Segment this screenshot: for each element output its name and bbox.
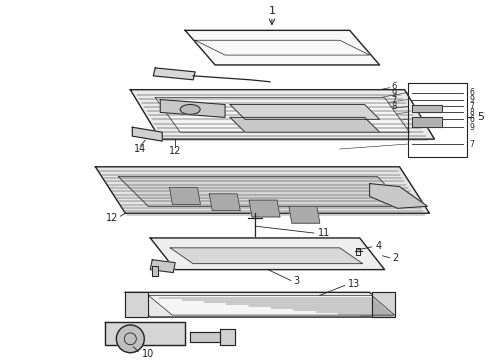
Polygon shape xyxy=(369,184,427,208)
Text: 6: 6 xyxy=(392,82,397,91)
Polygon shape xyxy=(230,104,380,119)
Text: 4: 4 xyxy=(376,241,382,251)
Circle shape xyxy=(116,325,144,353)
Text: 6: 6 xyxy=(469,115,474,124)
Polygon shape xyxy=(190,332,220,342)
Text: 5: 5 xyxy=(477,112,484,122)
Polygon shape xyxy=(152,266,158,275)
Polygon shape xyxy=(96,167,429,213)
Polygon shape xyxy=(289,206,320,223)
Polygon shape xyxy=(371,292,394,317)
Polygon shape xyxy=(153,68,195,80)
Polygon shape xyxy=(220,329,235,345)
Polygon shape xyxy=(230,117,380,132)
Text: 1: 1 xyxy=(269,6,275,15)
Polygon shape xyxy=(170,248,363,264)
Polygon shape xyxy=(132,127,162,141)
Text: 9: 9 xyxy=(469,123,474,132)
Text: 9: 9 xyxy=(469,95,474,104)
Text: 2: 2 xyxy=(392,253,399,263)
Text: 10: 10 xyxy=(142,348,154,359)
Text: 7: 7 xyxy=(392,96,397,105)
Polygon shape xyxy=(150,260,175,273)
Text: 13: 13 xyxy=(348,279,360,289)
Polygon shape xyxy=(148,295,394,315)
Text: 8: 8 xyxy=(469,108,474,117)
Polygon shape xyxy=(105,322,185,345)
Polygon shape xyxy=(130,90,435,139)
Polygon shape xyxy=(412,117,442,127)
Polygon shape xyxy=(125,292,394,317)
Text: 3: 3 xyxy=(293,276,299,287)
Text: 7: 7 xyxy=(469,102,474,111)
Polygon shape xyxy=(185,30,380,65)
Text: 12: 12 xyxy=(106,213,119,223)
Polygon shape xyxy=(249,200,280,217)
Polygon shape xyxy=(412,104,442,112)
Ellipse shape xyxy=(180,104,200,114)
Text: 11: 11 xyxy=(318,228,330,238)
Polygon shape xyxy=(209,194,240,211)
Polygon shape xyxy=(155,98,410,132)
Text: 6: 6 xyxy=(469,88,474,97)
Polygon shape xyxy=(125,292,148,317)
Text: 9: 9 xyxy=(392,89,397,98)
Text: 7: 7 xyxy=(469,140,474,149)
Text: 14: 14 xyxy=(134,144,147,154)
Polygon shape xyxy=(170,188,200,204)
Polygon shape xyxy=(150,238,385,270)
Text: 12: 12 xyxy=(169,146,181,156)
Text: 8: 8 xyxy=(392,102,397,111)
Polygon shape xyxy=(160,100,225,117)
Polygon shape xyxy=(119,177,406,206)
